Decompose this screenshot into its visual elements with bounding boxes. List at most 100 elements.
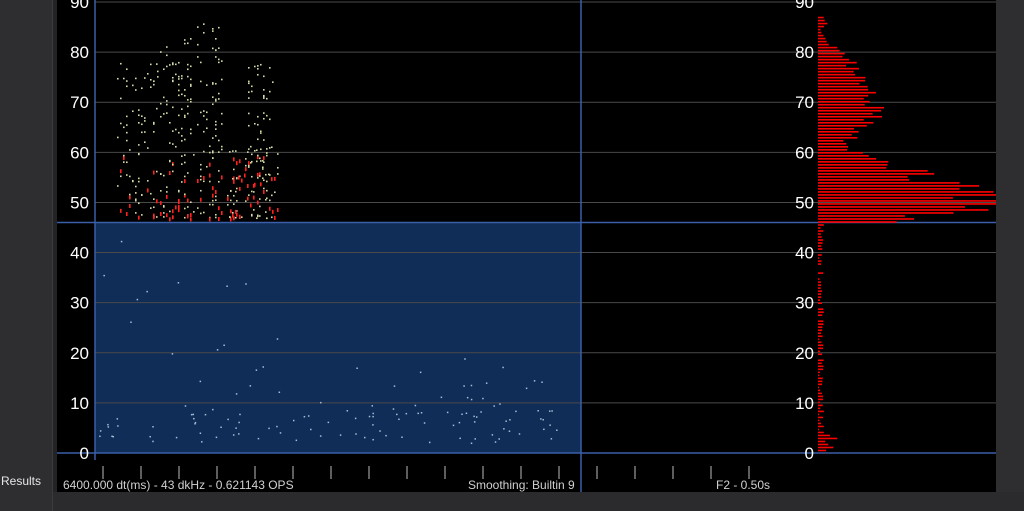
data-point bbox=[163, 205, 165, 207]
histogram-bar bbox=[818, 173, 935, 175]
data-point bbox=[233, 216, 235, 221]
data-point bbox=[215, 195, 217, 198]
data-point bbox=[473, 421, 476, 423]
histogram-bar bbox=[818, 46, 838, 49]
data-point bbox=[200, 197, 202, 202]
data-point bbox=[236, 177, 238, 180]
panel-divider[interactable] bbox=[52, 0, 53, 511]
data-point bbox=[178, 75, 180, 78]
histogram-bar bbox=[818, 398, 824, 401]
histogram-bar bbox=[818, 281, 821, 283]
data-point bbox=[190, 201, 192, 204]
plot-area[interactable]: 0 10 20 30 40 50 60 70 80 90 0 10 20 30 40 50 60 70 80 90 6… bbox=[57, 0, 996, 492]
histogram-bar bbox=[818, 43, 829, 46]
data-point bbox=[107, 423, 109, 426]
data-point bbox=[392, 408, 395, 410]
histogram-bar bbox=[818, 425, 824, 428]
data-point bbox=[265, 198, 267, 201]
data-point bbox=[160, 51, 162, 53]
data-point bbox=[212, 408, 214, 411]
histogram-bar bbox=[818, 449, 827, 452]
histogram-bar bbox=[818, 164, 888, 166]
data-point bbox=[229, 151, 231, 153]
histogram-bar bbox=[818, 443, 829, 446]
data-point bbox=[153, 80, 155, 83]
histogram-bar bbox=[818, 31, 822, 34]
data-point bbox=[197, 56, 199, 58]
data-point bbox=[190, 83, 192, 86]
data-point bbox=[209, 151, 211, 154]
data-point bbox=[509, 419, 511, 421]
results-tab[interactable]: Results bbox=[1, 474, 42, 488]
histogram-bar bbox=[818, 320, 824, 323]
data-point bbox=[238, 421, 240, 424]
data-point bbox=[184, 405, 187, 407]
data-point bbox=[245, 164, 247, 167]
data-point bbox=[235, 150, 237, 152]
data-point bbox=[181, 181, 183, 183]
data-point bbox=[212, 151, 214, 154]
data-point bbox=[144, 120, 146, 122]
data-point bbox=[269, 90, 271, 93]
data-point bbox=[129, 195, 131, 200]
data-point bbox=[212, 203, 214, 206]
histogram-bar bbox=[818, 118, 864, 121]
data-point bbox=[428, 441, 431, 444]
data-point bbox=[223, 344, 225, 347]
data-point bbox=[169, 171, 171, 176]
data-point bbox=[212, 82, 214, 84]
data-point bbox=[263, 94, 265, 97]
data-point bbox=[212, 150, 214, 152]
data-point bbox=[172, 130, 174, 132]
data-point bbox=[266, 152, 268, 154]
data-point bbox=[184, 207, 186, 210]
data-point bbox=[178, 190, 180, 193]
data-point bbox=[177, 282, 180, 284]
data-point bbox=[274, 215, 276, 220]
histogram-y-tick-label: 50 bbox=[795, 193, 814, 212]
data-point bbox=[126, 131, 128, 134]
histogram-bar bbox=[818, 353, 823, 356]
data-point bbox=[257, 115, 259, 118]
data-point bbox=[257, 68, 259, 70]
data-point bbox=[187, 105, 189, 108]
data-point bbox=[259, 215, 261, 217]
histogram-bar bbox=[818, 218, 915, 220]
data-point bbox=[172, 143, 174, 145]
data-point bbox=[193, 417, 195, 420]
data-point bbox=[184, 42, 186, 45]
data-point bbox=[169, 121, 171, 124]
data-point bbox=[247, 183, 249, 188]
data-point bbox=[257, 155, 259, 160]
data-point bbox=[120, 169, 122, 174]
data-point bbox=[160, 190, 162, 192]
data-point bbox=[130, 321, 132, 323]
data-point bbox=[141, 214, 143, 216]
data-point bbox=[172, 170, 174, 173]
data-point bbox=[123, 77, 125, 80]
data-point bbox=[200, 111, 202, 114]
data-point bbox=[235, 216, 237, 219]
data-point bbox=[235, 427, 237, 429]
data-point bbox=[166, 191, 168, 193]
data-point bbox=[446, 411, 449, 414]
data-point bbox=[153, 131, 155, 133]
data-point bbox=[372, 438, 374, 441]
data-point bbox=[184, 193, 186, 198]
data-point bbox=[485, 382, 488, 384]
data-point bbox=[465, 412, 468, 415]
histogram-bar bbox=[818, 143, 847, 145]
data-point bbox=[126, 80, 128, 82]
data-point bbox=[218, 206, 220, 211]
plot-canvas[interactable]: 0 10 20 30 40 50 60 70 80 90 0 10 20 30 40 50 60 70 80 90 bbox=[57, 0, 996, 492]
histogram-bar bbox=[818, 109, 882, 112]
histogram-bar bbox=[818, 374, 820, 377]
data-point bbox=[260, 130, 262, 133]
data-point bbox=[178, 200, 180, 205]
data-point bbox=[215, 124, 217, 126]
histogram-bar bbox=[818, 401, 820, 404]
data-point bbox=[209, 180, 211, 183]
data-point bbox=[230, 217, 232, 222]
data-point bbox=[257, 215, 259, 218]
histogram-y-tick-label: 70 bbox=[795, 93, 814, 112]
